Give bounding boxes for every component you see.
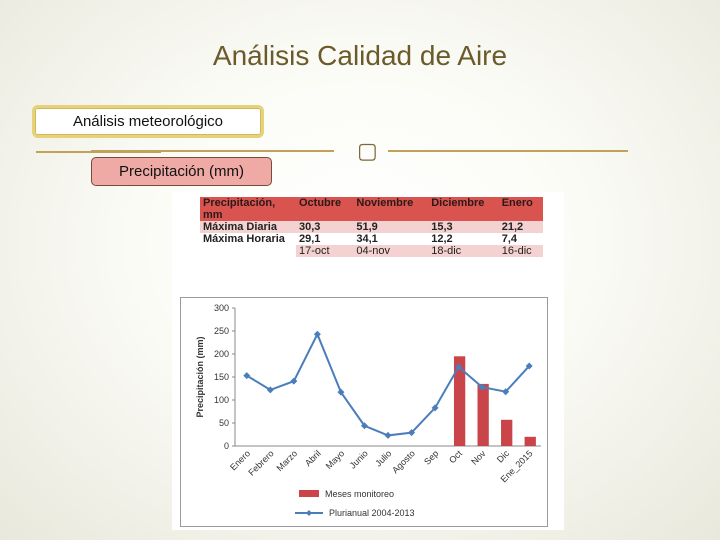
data-point [266, 386, 274, 394]
legend-swatch-bar [299, 490, 319, 497]
legend-marker [306, 510, 312, 516]
precipitation-table: Precipitación, mm Octubre Noviembre Dici… [200, 197, 543, 257]
data-point [478, 383, 486, 391]
y-tick-label: 300 [214, 303, 229, 313]
y-tick-label: 150 [214, 372, 229, 382]
data-point [431, 404, 439, 412]
table-row-label: Máxima Horaria [200, 233, 296, 245]
bar [477, 383, 489, 446]
table-row: 17-oct 04-nov 18-dic 16-dic [200, 245, 543, 257]
data-point [290, 377, 298, 385]
bullet-icon: ▢ [357, 139, 378, 164]
chart-frame: 0 50 100 150 200 250 300 Precipitación (mm) Ener… [180, 297, 548, 527]
x-tick-label: Marzo [275, 448, 300, 473]
divider-left-short [36, 151, 161, 153]
data-point [243, 372, 251, 380]
y-tick-label: 200 [214, 349, 229, 359]
divider-left [91, 150, 334, 152]
table-row-label [200, 245, 296, 257]
y-tick-label: 50 [219, 418, 229, 428]
table-cell: 16-dic [498, 245, 543, 257]
table-header-row: Precipitación, mm Octubre Noviembre Dici… [200, 197, 543, 221]
table-cell: 30,3 [296, 221, 354, 233]
table-cell: 29,1 [296, 233, 354, 245]
data-point [313, 330, 321, 338]
table-cell: 21,2 [498, 221, 543, 233]
x-tick-label: Dic [495, 448, 512, 465]
table-header-cell: Noviembre [353, 197, 429, 221]
table-header-cell: Enero [498, 197, 543, 221]
bar [501, 419, 513, 446]
y-tick-label: 250 [214, 326, 229, 336]
slide-title: Análisis Calidad de Aire [212, 40, 508, 71]
table-cell: 18-dic [428, 245, 499, 257]
table-cell: 7,4 [498, 233, 543, 245]
legend-label: Meses monitoreo [325, 489, 394, 499]
table-cell: 04-nov [353, 245, 429, 257]
table-cell: 12,2 [428, 233, 499, 245]
table-cell: 15,3 [428, 221, 499, 233]
y-tick-label: 0 [224, 441, 229, 451]
y-tick-label: 100 [214, 395, 229, 405]
x-tick-label: Febrero [246, 448, 275, 477]
table-header-cell: Precipitación, mm [200, 197, 296, 221]
y-axis-label: Precipitación (mm) [195, 336, 205, 417]
table-cell: 51,9 [353, 221, 429, 233]
table-header-cell: Octubre [296, 197, 354, 221]
data-point [337, 388, 345, 396]
meteorological-analysis-box: Análisis meteorológico [32, 105, 264, 138]
x-tick-label: Abril [303, 448, 323, 468]
table-cell: 34,1 [353, 233, 429, 245]
table-row: Máxima Diaria 30,3 51,9 15,3 21,2 [200, 221, 543, 233]
table-row-label: Máxima Diaria [200, 221, 296, 233]
legend-label: Plurianual 2004-2013 [329, 508, 415, 518]
x-tick-label: Agosto [390, 448, 417, 475]
table-row: Máxima Horaria 29,1 34,1 12,2 7,4 [200, 233, 543, 245]
bar [524, 436, 536, 446]
x-tick-label: Nov [469, 448, 488, 467]
x-tick-label: Mayo [324, 448, 347, 471]
data-point [384, 431, 392, 439]
precipitation-box: Precipitación (mm) [91, 157, 272, 186]
bar [453, 356, 466, 446]
data-point [502, 388, 510, 396]
table-header-cell: Diciembre [428, 197, 499, 221]
data-point [408, 429, 416, 437]
divider-right [388, 150, 628, 152]
x-tick-label: Sep [422, 448, 440, 466]
x-tick-label: Oct [447, 448, 464, 465]
x-tick-label: Julio [373, 448, 393, 468]
data-point [455, 363, 463, 371]
x-tick-label: Junio [348, 448, 370, 470]
data-point [360, 422, 368, 430]
table-cell: 17-oct [296, 245, 354, 257]
data-point [525, 362, 533, 370]
